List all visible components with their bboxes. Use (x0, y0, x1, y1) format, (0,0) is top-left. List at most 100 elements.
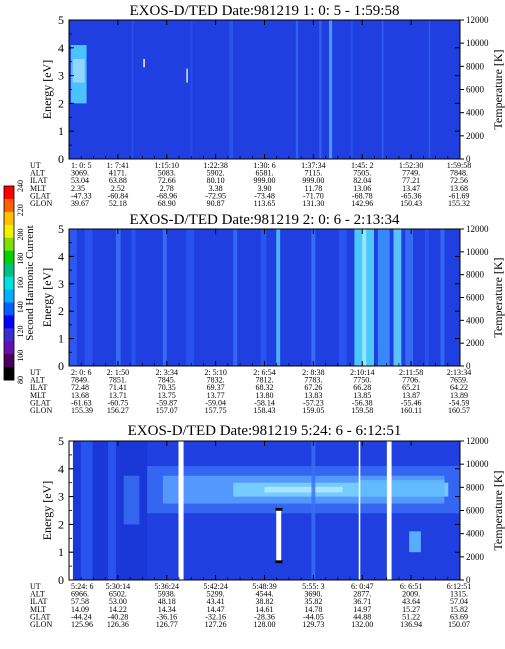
y-tick-label: 4 (58, 41, 64, 55)
y2-tick-label: 6000 (466, 85, 485, 95)
y2-tick-label: 6000 (466, 293, 485, 303)
table-row-label: MLT (30, 391, 46, 400)
table-cell: 142.96 (351, 199, 373, 208)
calibration-marker-cap (275, 560, 283, 564)
table-cell: -61.69 (449, 191, 470, 200)
table-cell: 160.11 (400, 406, 422, 415)
colorbar-tick-label: 80 (16, 376, 25, 384)
table-cell: 1:15:10 (155, 161, 179, 170)
y-tick-label: 2 (58, 96, 64, 110)
table-cell: 51.22 (402, 612, 420, 621)
data-gap (178, 441, 184, 580)
table-cell: 7659. (450, 376, 468, 385)
heatmap-band (143, 58, 145, 68)
heatmap-band (72, 58, 85, 83)
table-cell: 13.47 (402, 184, 420, 193)
table-cell: -54.59 (449, 398, 470, 407)
colorbar-swatch (4, 341, 14, 355)
table-cell: 1315. (450, 590, 468, 599)
table-cell: 1: 0: 5 (71, 161, 91, 170)
colorbar-tick-label: 200 (16, 229, 25, 241)
table-cell: 2.52 (111, 184, 125, 193)
y-tick-label: 2 (58, 304, 64, 318)
y2-tick-label: 2000 (466, 552, 485, 562)
table-cell: 72.66 (158, 176, 176, 185)
heatmap-band (295, 20, 299, 159)
table-cell: 82.04 (353, 176, 371, 185)
table-cell: 4544. (256, 590, 274, 599)
y2-tick-label: 4000 (466, 529, 485, 539)
table-cell: 6: 0:47 (351, 582, 373, 591)
table-cell: 13.87 (402, 391, 420, 400)
table-cell: -57.23 (303, 398, 324, 407)
table-cell: 150.07 (448, 620, 470, 629)
table-cell: 48.18 (158, 597, 176, 606)
table-cell: 67.26 (304, 383, 322, 392)
data-gap (358, 441, 361, 580)
table-cell: 157.75 (205, 406, 227, 415)
data-gap (386, 441, 392, 580)
heatmap-band (393, 229, 402, 366)
y2-tick-label: 8000 (466, 61, 485, 71)
table-cell: 6:12:51 (447, 582, 471, 591)
y-axis-label: Energy [eV] (40, 481, 54, 540)
table-cell: 3.90 (258, 184, 272, 193)
table-cell: 5:36:24 (155, 582, 179, 591)
table-cell: 13.71 (109, 391, 127, 400)
y-tick-label: 0 (58, 359, 64, 373)
y-tick-label: 0 (58, 573, 64, 587)
table-row-label: ILAT (30, 383, 47, 392)
table-cell: 13.75 (158, 391, 176, 400)
table-cell: 7849. (71, 376, 89, 385)
table-cell: 160.57 (448, 406, 470, 415)
heatmap-band (358, 479, 445, 497)
table-cell: -40.28 (108, 612, 129, 621)
heatmap-band (229, 20, 234, 159)
y2-tick-label: 10000 (466, 247, 489, 257)
table-cell: 44.88 (353, 612, 371, 621)
table-cell: 80.10 (207, 176, 225, 185)
panels: EXOS-D/TED Date:981219 1: 0: 5 - 1:59:58… (30, 3, 505, 629)
chart-title: EXOS-D/TED Date:981219 1: 0: 5 - 1:59:58 (130, 3, 400, 19)
table-cell: 65.21 (402, 383, 420, 392)
y-tick-label: 3 (58, 69, 64, 83)
table-cell: 131.30 (302, 199, 324, 208)
table-cell: 7845. (158, 376, 176, 385)
y-tick-label: 0 (58, 152, 64, 166)
y2-tick-label: 4000 (466, 315, 485, 325)
table-cell: 90.87 (207, 199, 225, 208)
table-cell: 13.83 (304, 391, 322, 400)
table-row-label: MLT (30, 184, 46, 193)
colorbar-tick-label: 120 (16, 326, 25, 338)
heatmap-band (276, 229, 281, 366)
table-cell: 126.36 (107, 620, 129, 629)
table-cell: 6502. (109, 590, 127, 599)
table-row-label: MLT (30, 605, 46, 614)
heatmap-band (428, 20, 431, 159)
table-cell: 43.64 (402, 597, 420, 606)
table-cell: 2:13:34 (447, 368, 471, 377)
table-cell: 1:30: 6 (253, 161, 275, 170)
table-cell: 68.32 (256, 383, 274, 392)
table-cell: -59.87 (156, 398, 177, 407)
table-row-label: ALT (30, 376, 45, 385)
table-row-label: UT (30, 161, 41, 170)
table-cell: -65.36 (401, 191, 422, 200)
table-cell: -47.33 (71, 191, 92, 200)
y2-tick-label: 0 (466, 575, 471, 585)
table-cell: 156.27 (107, 406, 129, 415)
table-cell: 5083. (158, 169, 176, 178)
table-cell: 36.71 (353, 597, 371, 606)
y2-tick-label: 0 (466, 361, 471, 371)
table-cell: 1:45: 2 (351, 161, 373, 170)
y-tick-label: 1 (58, 545, 64, 559)
table-cell: 13.68 (450, 184, 468, 193)
table-cell: 7749. (402, 169, 420, 178)
table-cell: 7706. (402, 376, 420, 385)
table-cell: 159.58 (351, 406, 373, 415)
y-tick-label: 3 (58, 277, 64, 291)
heatmap-band (186, 229, 195, 366)
table-cell: 13.06 (353, 184, 371, 193)
y2-tick-label: 10000 (466, 38, 489, 48)
